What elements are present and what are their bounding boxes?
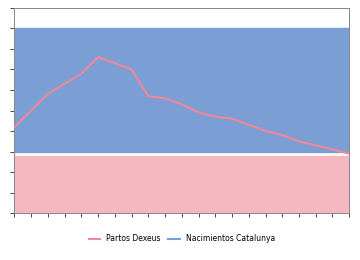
Legend: Partos Dexeus, Nacimientos Catalunya: Partos Dexeus, Nacimientos Catalunya: [85, 231, 278, 246]
